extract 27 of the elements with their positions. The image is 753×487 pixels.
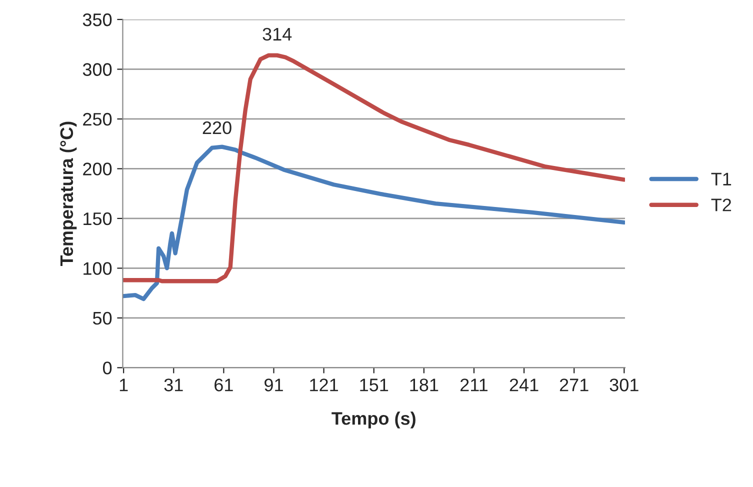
y-tick-label: 150 (84, 212, 112, 226)
x-tick-label: 301 (610, 378, 638, 392)
line-series (122, 53, 625, 284)
y-tick-label: 0 (102, 362, 112, 374)
y-tick-label: 300 (82, 63, 112, 76)
annotation: 220 (202, 121, 232, 134)
x-tick-label: 31 (164, 378, 183, 392)
legend-label: T1 (711, 172, 732, 186)
annotation: 314 (262, 28, 292, 41)
y-tick-label: 50 (92, 312, 112, 325)
x-tick-label: 271 (560, 378, 588, 392)
x-tick-label: 241 (510, 378, 538, 392)
y-tick-label: 200 (83, 162, 112, 176)
y-axis-title: Temperatura (°C) (60, 122, 77, 266)
x-tick-label: 121 (310, 378, 338, 392)
x-tick-label: 61 (214, 378, 233, 392)
x-tick-label: 1 (120, 378, 128, 392)
legend-label: T2 (711, 198, 732, 212)
line-series (122, 144, 625, 302)
y-tick-label: 350 (82, 13, 112, 26)
x-tick-label: 211 (460, 378, 488, 392)
y-tick-label: 100 (84, 262, 112, 275)
x-tick-label: 91 (264, 378, 283, 392)
x-axis-title: Tempo (s) (332, 412, 416, 428)
x-tick-label: 151 (360, 378, 388, 392)
x-tick-label: 181 (410, 378, 438, 392)
y-tick-label: 250 (83, 112, 112, 126)
